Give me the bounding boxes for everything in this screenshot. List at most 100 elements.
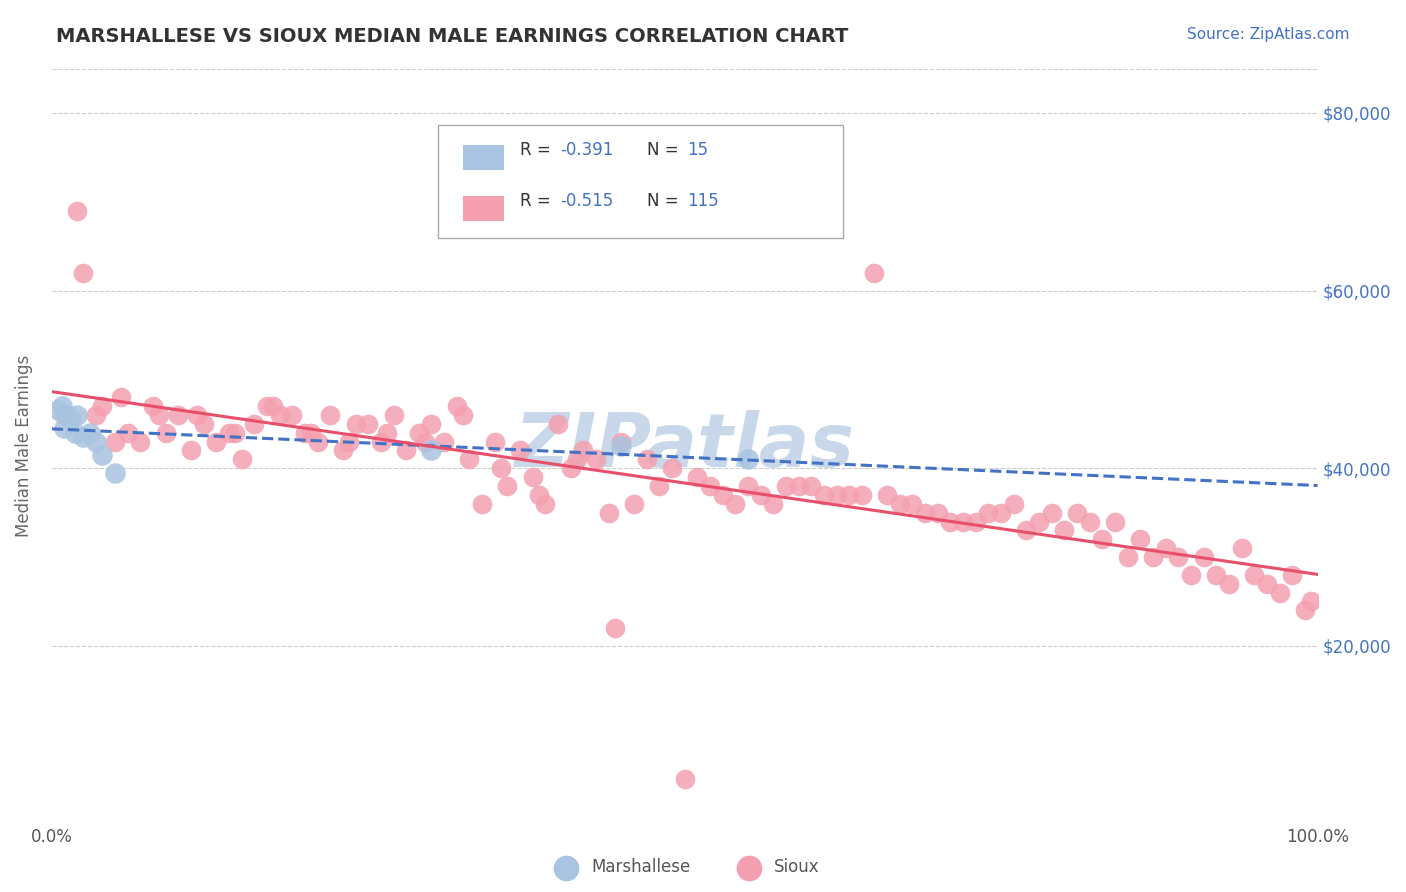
Text: -0.515: -0.515	[561, 192, 614, 210]
Point	[332, 443, 354, 458]
Point	[53, 421, 76, 435]
Text: R =: R =	[520, 141, 557, 159]
Point	[294, 425, 316, 440]
Point	[167, 408, 190, 422]
Point	[1218, 576, 1240, 591]
Point	[509, 443, 531, 458]
Point	[952, 515, 974, 529]
Point	[205, 434, 228, 449]
Point	[585, 452, 607, 467]
Point	[104, 466, 127, 480]
Point	[1116, 549, 1139, 564]
Point	[262, 399, 284, 413]
Point	[382, 408, 405, 422]
Point	[1230, 541, 1253, 556]
Point	[724, 497, 747, 511]
Text: -0.391: -0.391	[561, 141, 614, 159]
Point	[148, 408, 170, 422]
Point	[375, 425, 398, 440]
Point	[66, 408, 89, 422]
Point	[610, 434, 633, 449]
Point	[84, 408, 107, 422]
Point	[1002, 497, 1025, 511]
Point	[63, 425, 86, 440]
Point	[990, 506, 1012, 520]
Point	[1015, 524, 1038, 538]
Point	[603, 621, 626, 635]
Point	[299, 425, 322, 440]
Point	[218, 425, 240, 440]
Text: MARSHALLESE VS SIOUX MEDIAN MALE EARNINGS CORRELATION CHART: MARSHALLESE VS SIOUX MEDIAN MALE EARNING…	[56, 27, 849, 45]
Text: N =: N =	[647, 141, 683, 159]
Point	[927, 506, 949, 520]
Point	[977, 506, 1000, 520]
Point	[851, 488, 873, 502]
Point	[484, 434, 506, 449]
Point	[370, 434, 392, 449]
Point	[180, 443, 202, 458]
Point	[72, 266, 94, 280]
Point	[598, 506, 620, 520]
Point	[1268, 585, 1291, 599]
Point	[155, 425, 177, 440]
Point	[787, 479, 810, 493]
Point	[46, 403, 69, 417]
Point	[1192, 549, 1215, 564]
Point	[813, 488, 835, 502]
Point	[876, 488, 898, 502]
Point	[762, 497, 785, 511]
Point	[623, 497, 645, 511]
Point	[471, 497, 494, 511]
Point	[59, 412, 82, 426]
Point	[686, 470, 709, 484]
Point	[1256, 576, 1278, 591]
Point	[534, 497, 557, 511]
Point	[889, 497, 911, 511]
Point	[1091, 533, 1114, 547]
Point	[560, 461, 582, 475]
Point	[1040, 506, 1063, 520]
Point	[673, 772, 696, 786]
Point	[224, 425, 246, 440]
Point	[1104, 515, 1126, 529]
Point	[91, 448, 114, 462]
Point	[636, 452, 658, 467]
Point	[527, 488, 550, 502]
Point	[1028, 515, 1050, 529]
Point	[281, 408, 304, 422]
Point	[256, 399, 278, 413]
Point	[489, 461, 512, 475]
Point	[1243, 567, 1265, 582]
Point	[648, 479, 671, 493]
Point	[395, 443, 418, 458]
Point	[901, 497, 924, 511]
Point	[408, 425, 430, 440]
Point	[56, 408, 79, 422]
Point	[451, 408, 474, 422]
Point	[965, 515, 987, 529]
Point	[1078, 515, 1101, 529]
Point	[413, 434, 436, 449]
Point	[446, 399, 468, 413]
Point	[737, 479, 759, 493]
Point	[800, 479, 823, 493]
Point	[1167, 549, 1189, 564]
Point	[1154, 541, 1177, 556]
Point	[496, 479, 519, 493]
FancyBboxPatch shape	[437, 125, 842, 238]
Point	[79, 425, 101, 440]
Point	[420, 443, 443, 458]
Point	[420, 417, 443, 431]
Y-axis label: Median Male Earnings: Median Male Earnings	[15, 355, 32, 537]
Point	[1066, 506, 1088, 520]
Point	[1294, 603, 1316, 617]
Point	[1053, 524, 1076, 538]
Point	[357, 417, 380, 431]
Point	[433, 434, 456, 449]
Point	[117, 425, 139, 440]
Point	[1142, 549, 1164, 564]
Point	[863, 266, 886, 280]
Point	[565, 452, 588, 467]
Point	[110, 390, 132, 404]
Point	[939, 515, 962, 529]
